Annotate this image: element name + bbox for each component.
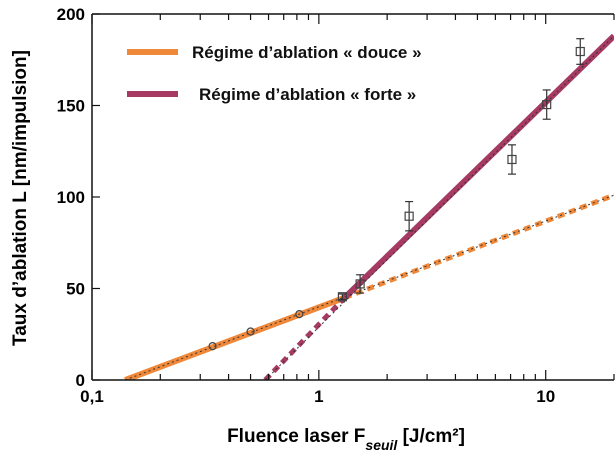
y-tick-label: 150 <box>57 97 85 116</box>
fit-guide-douce <box>124 194 614 380</box>
fit-line-forte <box>342 33 614 300</box>
plot-area <box>124 33 614 380</box>
data-point-forte-3 <box>507 154 517 165</box>
data-point-forte-5 <box>575 46 585 57</box>
data-point-douce-2 <box>295 310 304 319</box>
y-tick-label: 0 <box>76 371 85 390</box>
data-point-douce-1 <box>246 327 255 336</box>
y-tick-label: 50 <box>66 280 85 299</box>
y-tick-label: 200 <box>57 5 85 24</box>
x-axis-title-main: Fluence laser F <box>227 426 365 447</box>
data-point-forte-0 <box>337 292 348 302</box>
fit-guide-forte <box>264 35 614 380</box>
legend: Régime d’ablation « douce » Régime d’abl… <box>127 43 422 104</box>
x-axis-title: Fluence laser Fseuil [J/cm²] <box>227 426 465 450</box>
legend-label-forte: Régime d’ablation « forte » <box>199 85 416 104</box>
data-point-forte-4 <box>542 99 552 110</box>
data-point-douce-0 <box>208 342 217 351</box>
data-point-forte-1 <box>355 279 365 289</box>
x-tick-label: 1 <box>314 387 323 406</box>
data-point-forte-2 <box>404 211 414 221</box>
x-axis-title-unit: [J/cm²] <box>397 426 465 447</box>
fit-extension-douce <box>343 192 614 300</box>
fit-line-douce <box>124 294 346 380</box>
legend-label-douce: Régime d’ablation « douce » <box>192 43 422 62</box>
y-axis-title: Taux d’ablation L [nm/impulsion] <box>10 50 31 346</box>
y-tick-label: 100 <box>57 188 85 207</box>
x-tick-label: 10 <box>536 387 555 406</box>
x-axis-title-subscript: seuil <box>365 437 398 450</box>
x-tick-label: 0,1 <box>80 387 104 406</box>
